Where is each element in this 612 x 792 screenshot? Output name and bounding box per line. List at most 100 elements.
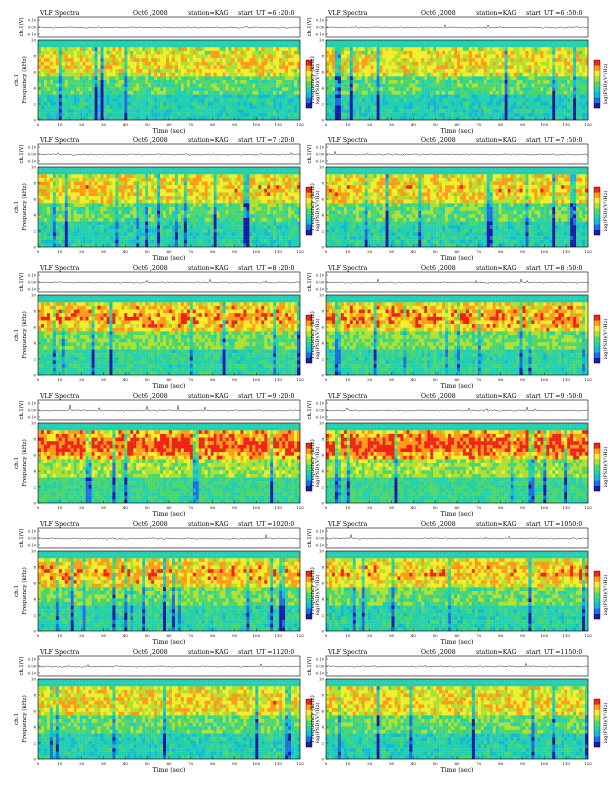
spectrogram-cell: [58, 80, 62, 84]
spectrogram-cell: [451, 47, 455, 52]
spectrogram-cell: [252, 83, 256, 88]
spectrogram-cell: [471, 72, 476, 77]
spectrogram-cell: [186, 112, 190, 117]
spectrogram-cell: [282, 47, 286, 52]
spectrogram-cell: [109, 72, 113, 77]
spectrogram-cell: [79, 94, 83, 99]
spectrogram-cell: [445, 54, 449, 59]
spectrogram-cell: [561, 116, 565, 121]
spectrogram-cell: [397, 83, 401, 88]
spectrogram-cell: [252, 98, 256, 102]
spectrogram-cell: [448, 58, 452, 62]
spectrogram-cell: [391, 47, 395, 52]
spectrogram-cell: [252, 43, 256, 48]
spectrogram-cell: [334, 94, 339, 99]
spectrogram-cell: [501, 94, 505, 99]
spectrogram-cell: [255, 112, 259, 117]
spectrogram-cell: [282, 80, 286, 84]
spectrogram-cell: [88, 116, 92, 121]
spectrogram-cell: [570, 76, 574, 81]
spectrogram-cell: [118, 80, 122, 84]
spectrogram-cell: [522, 109, 526, 113]
spectrogram-cell: [546, 61, 550, 66]
spectrogram-cell: [73, 50, 77, 55]
spectrogram-cell: [46, 83, 51, 88]
spectrogram-cell: [157, 188, 161, 193]
spectrogram-cell: [510, 72, 514, 77]
spectrogram-cell: [585, 72, 589, 77]
spectrogram-cell: [154, 40, 158, 44]
spectrogram-cell: [106, 214, 110, 219]
spectrogram-cell: [64, 199, 68, 204]
spectrogram-cell: [477, 40, 481, 44]
spectrogram-cell: [346, 69, 350, 73]
spectrogram-cell: [133, 83, 137, 88]
spectrogram-cell: [343, 101, 347, 106]
spectrogram-cell: [85, 174, 89, 179]
spectrogram-cell: [145, 69, 149, 73]
spectrogram-cell: [157, 214, 161, 219]
spectrogram-cell: [543, 61, 547, 66]
spectrogram-cell: [169, 109, 173, 113]
spectrogram-cell: [243, 43, 247, 48]
spectrogram-cell: [570, 83, 574, 88]
spectrogram-cell: [225, 90, 229, 95]
spectrogram-cell: [504, 90, 508, 95]
spectrogram-cell: [415, 69, 419, 73]
spectrogram-cell: [546, 65, 550, 70]
spectrogram-cell: [343, 98, 347, 102]
spectrogram-cell: [136, 61, 140, 66]
spectrogram-cell: [546, 72, 550, 77]
spectrogram-cell: [174, 47, 179, 52]
spectrogram-cell: [70, 243, 74, 248]
spectrogram-cell: [409, 112, 413, 117]
spectrogram-cell: [561, 69, 565, 73]
spectrogram-cell: [118, 192, 122, 197]
spectrogram-cell: [225, 43, 229, 48]
spectrogram-cell: [79, 76, 83, 81]
spectrogram-cell: [391, 40, 395, 44]
spectrogram-cell: [406, 105, 410, 110]
spectrogram-cell: [427, 109, 431, 113]
spectrogram-cell: [127, 221, 131, 226]
spectrogram-cell: [249, 43, 253, 48]
spectrogram-cell: [394, 98, 398, 102]
spectrogram-cell: [492, 80, 496, 84]
spectrogram-cell: [570, 101, 574, 106]
spectrogram-cell: [546, 116, 550, 121]
spectrogram-cell: [483, 105, 487, 110]
spectrogram-cell: [43, 83, 48, 88]
spectrogram-cell: [186, 69, 190, 73]
spectrogram-cell: [97, 243, 101, 248]
spectrogram-cell: [166, 105, 170, 110]
spectrogram-cell: [157, 58, 161, 62]
spectrogram-cell: [240, 43, 244, 48]
spectrogram-cell: [160, 72, 164, 77]
spectrogram-cell: [43, 109, 48, 113]
spectrogram-cell: [397, 43, 401, 48]
spectrogram-cell: [367, 80, 371, 84]
spectrogram-cell: [355, 72, 359, 77]
spectrogram-cell: [198, 72, 202, 77]
spectrogram-cell: [543, 109, 547, 113]
spectrogram-cell: [216, 69, 220, 73]
spectrogram-cell: [373, 90, 377, 95]
spectrogram-cell: [58, 243, 62, 248]
spectrogram-cell: [382, 87, 386, 92]
spectrogram-cell: [231, 54, 235, 59]
spectrogram-cell: [121, 196, 125, 200]
spectrogram-cell: [189, 94, 193, 99]
spectrogram-cell: [525, 72, 529, 77]
spectrogram-cell: [186, 83, 190, 88]
spectrogram-cell: [76, 170, 80, 175]
spectrogram-cell: [418, 105, 422, 110]
spectrogram-cell: [177, 87, 182, 92]
spectrogram-cell: [130, 239, 134, 244]
y-tick-label: 2: [33, 102, 36, 107]
spectrogram-cell: [492, 47, 496, 52]
colorbar-swatch: [594, 92, 600, 98]
spectrogram-cell: [106, 239, 110, 244]
spectrogram-cell: [118, 239, 122, 244]
spectrogram-cell: [109, 58, 113, 62]
spectrogram-cell: [91, 54, 95, 59]
